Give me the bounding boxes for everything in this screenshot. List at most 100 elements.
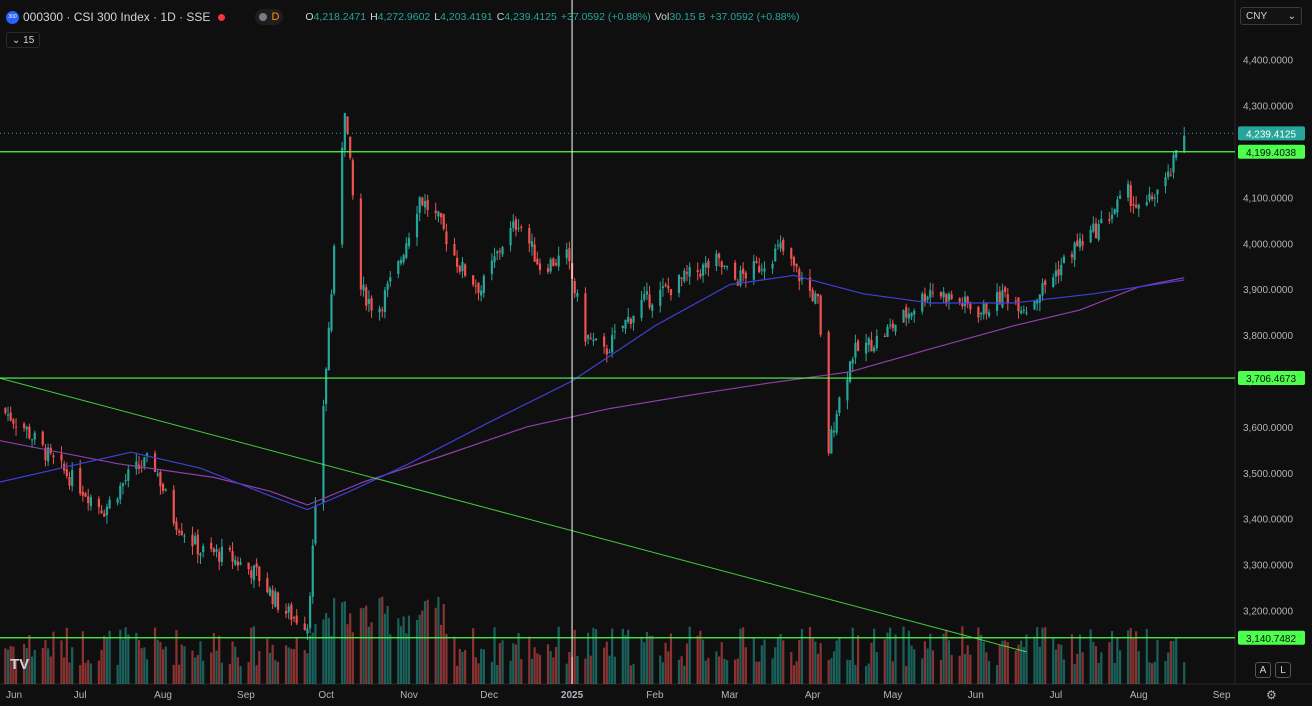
volume-bar — [632, 664, 635, 684]
volume-bar — [153, 627, 157, 684]
candle-body — [819, 295, 822, 335]
candle-body — [1164, 177, 1167, 187]
volume-bar — [239, 665, 242, 684]
volume-bar — [461, 651, 464, 684]
volume-bar — [474, 657, 477, 684]
candle-body — [100, 510, 103, 514]
candle-body — [790, 248, 793, 259]
volume-bar — [742, 627, 745, 684]
candle-body — [103, 513, 106, 517]
volume-bar — [30, 656, 34, 684]
volume-bar — [370, 622, 373, 684]
volume-bar — [84, 662, 87, 684]
volume-bar — [835, 640, 838, 684]
volume-bar — [584, 658, 587, 684]
candle-body — [584, 293, 587, 342]
candle-body — [418, 197, 421, 213]
volume-bar — [926, 648, 929, 684]
candle-body — [800, 277, 804, 280]
volume-bar — [349, 613, 352, 684]
candle-body — [472, 275, 475, 285]
volume-bar — [1081, 652, 1084, 684]
volume-bar — [271, 644, 274, 684]
volume-bar — [330, 635, 333, 684]
y-tick-label: 3,500.0000 — [1243, 469, 1293, 480]
volume-bar — [688, 626, 691, 684]
volume-bar — [873, 628, 876, 684]
volume-bar — [415, 619, 419, 684]
open-value: 4,218.2471 — [313, 11, 367, 23]
candle-body — [81, 492, 84, 496]
candle-body — [685, 272, 689, 274]
candle-body — [830, 429, 833, 454]
candle-body — [995, 292, 999, 311]
volume-bar — [557, 626, 560, 684]
vol-label: Vol — [654, 11, 670, 23]
candle-body — [867, 338, 870, 346]
volume-bar — [322, 619, 325, 684]
volume-bar — [945, 629, 948, 684]
log-scale-button[interactable]: L — [1275, 662, 1291, 678]
candle-body — [351, 160, 354, 196]
volume-bar — [52, 631, 55, 684]
candle-body — [274, 591, 277, 607]
volume-bar — [12, 646, 15, 684]
indicator-count: 15 — [23, 34, 35, 46]
volume-bar — [290, 648, 293, 684]
symbol-title[interactable]: 000300 · CSI 300 Index · 1D · SSE — [23, 10, 211, 24]
x-tick-label: Jul — [1049, 690, 1062, 701]
volume-bar — [308, 635, 312, 684]
gear-icon[interactable]: ⚙ — [1266, 688, 1277, 702]
candle-body — [902, 310, 905, 323]
candle-body — [445, 231, 448, 245]
candle-body — [199, 553, 202, 556]
y-tick-label: 3,900.0000 — [1243, 285, 1293, 296]
volume-bar — [963, 653, 967, 684]
candle-body — [963, 296, 967, 307]
volume-bar — [477, 663, 480, 684]
x-tick-label: Apr — [805, 690, 821, 701]
volume-bar — [717, 656, 721, 684]
volume-bar — [816, 653, 820, 684]
volume-bar — [651, 635, 654, 684]
candle-body — [119, 485, 122, 500]
candle-body — [696, 270, 699, 273]
volume-bar — [677, 659, 681, 684]
candle-body — [383, 290, 387, 312]
volume-bar — [359, 608, 362, 684]
volume-bar — [1129, 628, 1132, 684]
indicator-toggle[interactable]: ⌄ 15 — [6, 32, 41, 48]
volume-bar — [661, 662, 665, 684]
x-tick-label: Dec — [480, 690, 498, 701]
candle-body — [792, 257, 796, 266]
volume-bar — [274, 660, 277, 684]
volume-bar — [266, 638, 269, 684]
volume-bar — [287, 647, 290, 684]
auto-scale-button[interactable]: A — [1255, 662, 1271, 678]
tradingview-logo[interactable]: TV — [10, 656, 30, 673]
volume-bar — [1126, 630, 1130, 684]
volume-bar — [445, 633, 448, 684]
candle-body — [12, 419, 15, 424]
volume-bar — [234, 646, 237, 684]
currency-select[interactable]: CNY ⌄ — [1240, 7, 1302, 25]
y-tick-label: 4,400.0000 — [1243, 56, 1293, 67]
candle-body — [210, 542, 213, 549]
candle-body — [1060, 264, 1063, 276]
data-mode-pill[interactable]: D — [255, 9, 284, 25]
volume-bar — [1070, 634, 1074, 684]
volume-bar — [870, 642, 873, 684]
volume-bar — [258, 651, 261, 684]
volume-bar — [116, 664, 119, 684]
ma-long-line — [0, 277, 1185, 506]
candle-body — [771, 263, 774, 269]
candle-body — [480, 290, 483, 296]
volume-bar — [156, 639, 159, 684]
last-price-label: 4,239.4125 — [1246, 129, 1296, 140]
volume-bar — [856, 635, 860, 684]
candle-body — [1156, 189, 1159, 195]
x-tick-label: Sep — [237, 690, 255, 701]
volume-bar — [832, 651, 836, 684]
symbol-icon: 300 — [6, 10, 19, 24]
